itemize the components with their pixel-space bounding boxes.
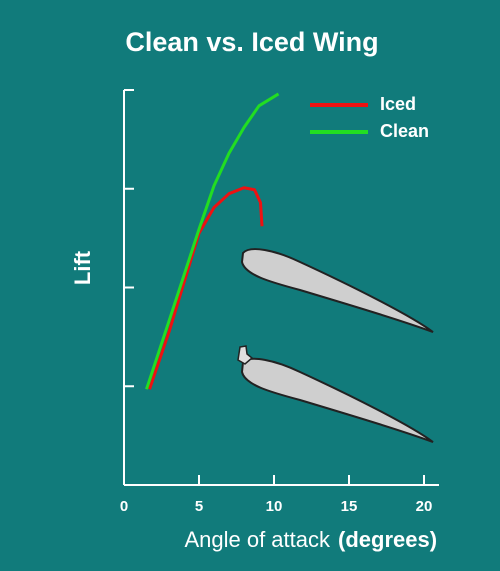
x-tick-label: 5 (195, 498, 203, 515)
clean-airfoil (240, 248, 434, 333)
line (148, 186, 264, 390)
y-axis-label: Lift (70, 250, 95, 285)
x-tick-label: 15 (341, 498, 358, 515)
x-axis-unit: (degrees) (338, 527, 437, 552)
ice-accretion (237, 345, 254, 365)
chart-title: Clean vs. Iced Wing (125, 27, 378, 57)
line (145, 92, 280, 390)
x-axis-label: Angle of attack (184, 527, 331, 552)
iced-airfoil (240, 357, 434, 443)
legend-label: Iced (380, 94, 416, 114)
legend-label: Clean (380, 121, 429, 141)
x-tick-label: 10 (266, 498, 283, 515)
x-tick-label: 20 (416, 498, 433, 515)
x-tick-label: 0 (120, 498, 128, 515)
